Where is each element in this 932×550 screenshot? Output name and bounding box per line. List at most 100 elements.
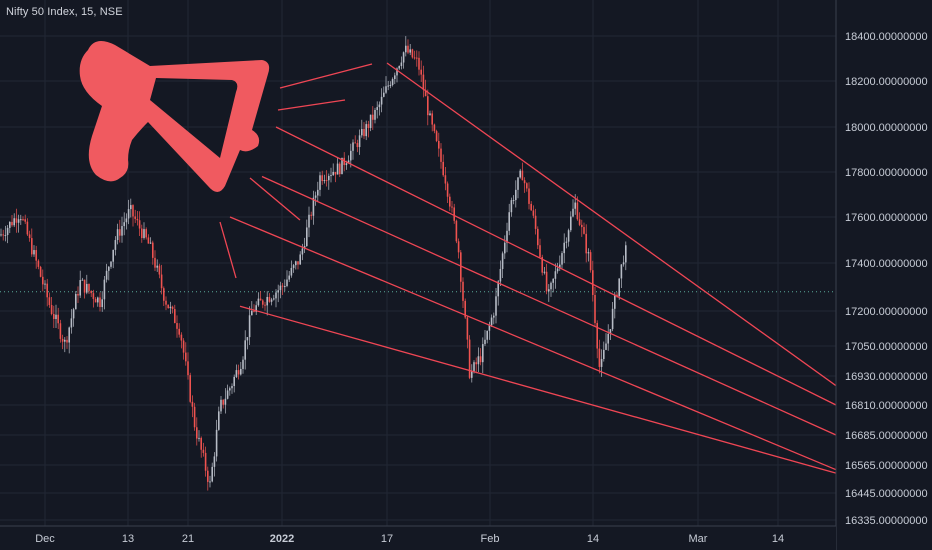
candle-body [528, 188, 530, 204]
candle-body [625, 245, 627, 263]
candle-body [39, 266, 42, 277]
candle-body [402, 52, 405, 63]
candle-body [9, 221, 11, 228]
candle-body [484, 339, 486, 345]
candle-body [398, 66, 400, 69]
trendline-2[interactable] [275, 126, 837, 406]
candle-body [394, 75, 396, 80]
candle-body [519, 170, 521, 178]
candle-body [281, 285, 284, 287]
candle-body [233, 376, 235, 387]
candle-body [196, 427, 198, 439]
logo-shape [79, 41, 270, 192]
candle-body [171, 306, 174, 310]
candle-body [165, 300, 167, 305]
candle-body [530, 203, 532, 211]
trendline-4[interactable] [229, 216, 837, 471]
logo-ray [279, 63, 373, 89]
candle-body [319, 175, 321, 190]
x-tick-label: Dec [35, 533, 55, 545]
candle-body [314, 195, 317, 198]
candle-body [539, 245, 541, 257]
candle-body [262, 300, 264, 305]
candle-body [559, 264, 561, 269]
y-tick-label: 16445.00000000 [845, 488, 928, 500]
candle-body [303, 246, 306, 249]
logo-ray [277, 99, 346, 111]
y-tick-label: 16685.00000000 [845, 430, 928, 442]
candle-body [611, 308, 614, 330]
x-tick-label: Mar [689, 533, 708, 545]
candle-body [444, 175, 447, 184]
y-tick-label: 17800.00000000 [845, 167, 928, 179]
candle-body [209, 481, 211, 483]
candle-body [545, 271, 548, 292]
x-tick-label: 13 [122, 533, 134, 545]
candle-body [339, 163, 341, 175]
candle-body [341, 157, 343, 175]
candle-body [471, 371, 473, 378]
candle-body [475, 362, 477, 365]
candle-body [64, 339, 66, 342]
candle-body [490, 317, 493, 326]
candle-body [156, 265, 158, 268]
candle-body [295, 261, 297, 266]
candle-body [356, 143, 359, 148]
trendline-1[interactable] [386, 62, 837, 387]
candle-body [497, 281, 499, 297]
candle-body [248, 315, 251, 338]
candle-body [460, 252, 462, 282]
candle-body [105, 270, 108, 280]
candle-body [334, 171, 337, 175]
candle-body [57, 314, 59, 324]
candle-body [442, 161, 444, 176]
candle-body [207, 470, 209, 482]
candle-body [79, 280, 81, 296]
trendline-3[interactable] [261, 175, 837, 436]
candle-body [231, 386, 233, 389]
candle-body [374, 109, 376, 120]
candle-body [554, 271, 557, 279]
candle-body [510, 200, 513, 213]
candle-body [237, 370, 240, 375]
candle-body [464, 300, 466, 318]
trendline-5[interactable] [239, 305, 837, 474]
time-axis: Dec 13 21 2022 17 Feb 14 Mar 14 [0, 525, 836, 550]
candle-body [449, 196, 451, 207]
candle-body [473, 362, 475, 372]
candle-body [6, 227, 9, 236]
candle-body [88, 283, 90, 291]
candle-body [609, 329, 612, 334]
candle-body [378, 104, 381, 108]
candle-body [264, 304, 266, 306]
candle-body [495, 296, 497, 316]
candle-body [94, 298, 97, 303]
candle-body [431, 113, 433, 125]
candle-body [534, 215, 537, 229]
candle-body [596, 323, 598, 349]
candle-body [508, 212, 510, 231]
candle-body [17, 219, 20, 223]
candle-body [152, 242, 154, 258]
candle-body [286, 279, 288, 287]
candle-body [517, 177, 519, 190]
candle-body [585, 233, 587, 254]
candle-body [167, 304, 169, 309]
candle-body [202, 449, 205, 453]
candle-body [422, 74, 425, 90]
candle-body [297, 261, 299, 265]
candle-body [592, 270, 594, 295]
candle-body [405, 45, 407, 53]
candle-body [501, 253, 504, 269]
x-tick-label: 21 [182, 533, 194, 545]
candle-body [178, 328, 180, 335]
logo [79, 41, 270, 192]
candle-body [466, 317, 469, 340]
candle-body [413, 57, 416, 59]
candle-body [125, 218, 128, 223]
candle-body [468, 339, 471, 378]
candle-body [376, 107, 378, 110]
candle-body [299, 254, 301, 265]
price-axis: 18400.00000000 18200.00000000 18000.000000… [835, 0, 932, 550]
